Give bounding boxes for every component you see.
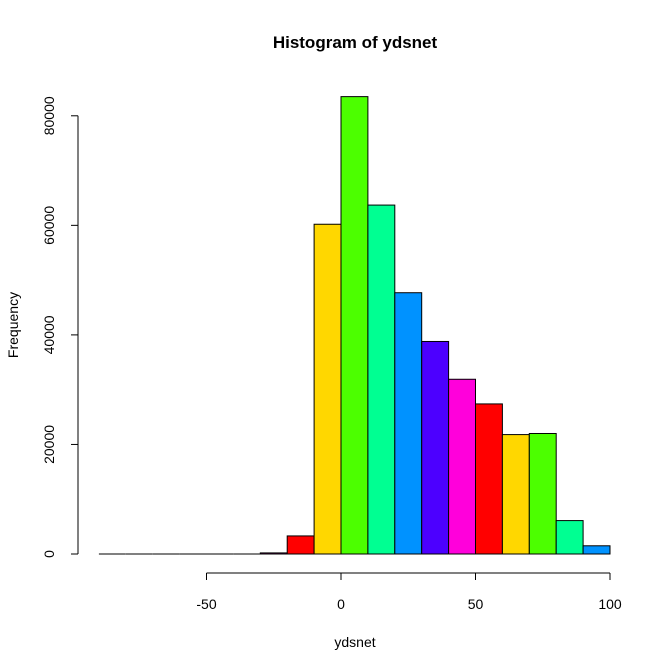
- y-tick-label: 0: [41, 550, 57, 558]
- y-tick-label: 20000: [41, 425, 57, 464]
- histogram-bar-14: [475, 403, 503, 555]
- bars-group: [98, 96, 611, 555]
- histogram-bar-15: [501, 434, 530, 555]
- x-axis-label: ydsnet: [334, 634, 375, 650]
- x-tick-label: -50: [196, 596, 216, 612]
- histogram-bar-11: [394, 292, 423, 555]
- histogram-bar-8: [313, 223, 342, 555]
- histogram-bar-18: [582, 545, 611, 555]
- histogram-bar-10: [367, 204, 396, 555]
- x-tick-label: 50: [468, 596, 484, 612]
- histogram-bar-6: [259, 552, 288, 555]
- y-tick-label: 60000: [41, 206, 57, 245]
- x-axis: -50 0 50 100: [196, 572, 622, 612]
- histogram-bar-12: [421, 340, 450, 555]
- histogram-bar-17: [555, 520, 584, 555]
- y-axis-label: Frequency: [5, 292, 21, 358]
- histogram-bar-16: [528, 432, 557, 555]
- y-tick-label: 80000: [41, 96, 57, 135]
- histogram-bar-7: [286, 535, 315, 555]
- x-tick-label: 0: [337, 596, 345, 612]
- histogram-bar-9: [340, 96, 369, 555]
- x-tick-label: 100: [598, 596, 622, 612]
- y-axis: 0 20000 40000 60000 80000: [41, 96, 79, 558]
- histogram-bar-13: [448, 378, 477, 555]
- y-tick-label: 40000: [41, 315, 57, 354]
- chart-title: Histogram of ydsnet: [273, 33, 438, 52]
